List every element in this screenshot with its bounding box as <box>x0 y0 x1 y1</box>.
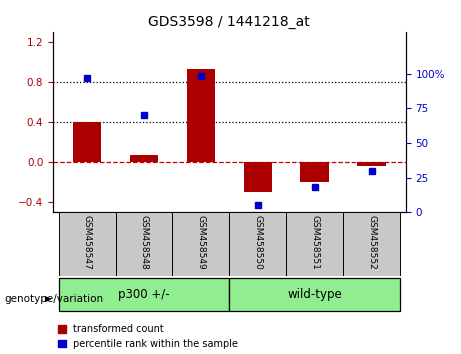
Bar <box>172 212 230 276</box>
Bar <box>243 162 272 192</box>
Bar <box>301 162 329 182</box>
Text: p300 +/-: p300 +/- <box>118 288 170 301</box>
Text: GSM458547: GSM458547 <box>83 215 92 270</box>
Text: genotype/variation: genotype/variation <box>5 294 104 304</box>
Legend: transformed count, percentile rank within the sample: transformed count, percentile rank withi… <box>58 324 238 349</box>
Bar <box>73 122 101 162</box>
Bar <box>59 278 230 312</box>
Bar <box>286 212 343 276</box>
Bar <box>230 278 400 312</box>
Bar <box>357 162 386 166</box>
Text: GSM458549: GSM458549 <box>196 215 206 270</box>
Bar <box>130 155 158 162</box>
Text: GSM458551: GSM458551 <box>310 215 319 270</box>
Text: wild-type: wild-type <box>287 288 342 301</box>
Bar <box>116 212 172 276</box>
Bar <box>187 69 215 162</box>
Bar <box>59 212 116 276</box>
Text: GSM458548: GSM458548 <box>140 215 148 270</box>
Bar <box>230 212 286 276</box>
Text: GSM458552: GSM458552 <box>367 215 376 270</box>
Title: GDS3598 / 1441218_at: GDS3598 / 1441218_at <box>148 16 310 29</box>
Bar <box>343 212 400 276</box>
Text: GSM458550: GSM458550 <box>253 215 262 270</box>
